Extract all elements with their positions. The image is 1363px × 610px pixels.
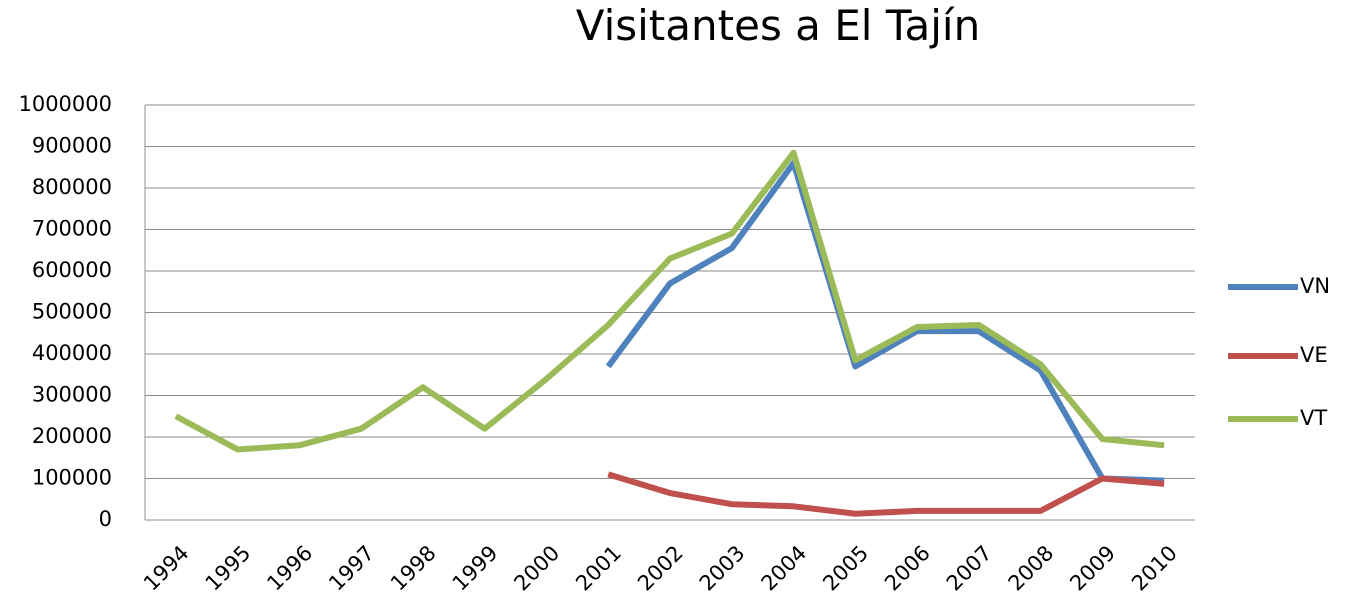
x-tick-label: 2007 — [942, 541, 997, 596]
y-tick-label: 300000 — [32, 383, 112, 407]
y-tick-label: 100000 — [32, 466, 112, 490]
x-tick-label: 2005 — [818, 541, 873, 596]
legend-label: VN — [1300, 274, 1330, 298]
x-tick-label: 2001 — [571, 541, 626, 596]
chart-title: Visitantes a El Tajín — [576, 1, 980, 50]
y-tick-label: 400000 — [32, 341, 112, 365]
x-tick-label: 2009 — [1065, 541, 1120, 596]
y-tick-label: 200000 — [32, 424, 112, 448]
y-tick-label: 1000000 — [18, 92, 112, 116]
x-tick-label: 2010 — [1127, 541, 1182, 596]
y-tick-label: 500000 — [32, 300, 112, 324]
x-tick-label: 2006 — [880, 541, 935, 596]
x-tick-label: 2008 — [1004, 541, 1059, 596]
legend-label: VE — [1300, 343, 1328, 367]
x-tick-label: 1995 — [201, 541, 256, 596]
y-tick-label: 900000 — [32, 134, 112, 158]
y-tick-label: 800000 — [32, 175, 112, 199]
x-tick-label: 1996 — [262, 541, 317, 596]
x-tick-label: 1997 — [324, 541, 379, 596]
x-tick-label: 2003 — [695, 541, 750, 596]
x-tick-label: 1999 — [448, 541, 503, 596]
y-tick-label: 700000 — [32, 217, 112, 241]
series-line — [174, 149, 1165, 453]
x-tick-label: 2002 — [633, 541, 688, 596]
series-line — [607, 471, 1165, 517]
y-tick-label: 600000 — [32, 258, 112, 282]
x-tick-label: 2004 — [757, 541, 812, 596]
x-tick-label: 2000 — [509, 541, 564, 596]
y-tick-label: 0 — [99, 507, 112, 531]
x-tick-label: 1994 — [139, 541, 194, 596]
x-tick-label: 1998 — [386, 541, 441, 596]
series-line — [605, 160, 1165, 484]
legend-label: VT — [1300, 406, 1327, 430]
